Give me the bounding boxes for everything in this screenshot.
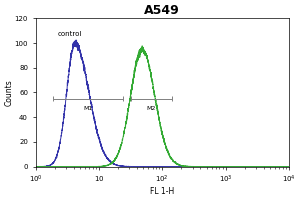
Text: control: control xyxy=(58,31,82,37)
Y-axis label: Counts: Counts xyxy=(4,79,13,106)
Title: A549: A549 xyxy=(144,4,180,17)
X-axis label: FL 1-H: FL 1-H xyxy=(150,187,174,196)
Text: M2: M2 xyxy=(146,106,156,111)
Text: M1: M1 xyxy=(84,106,93,111)
